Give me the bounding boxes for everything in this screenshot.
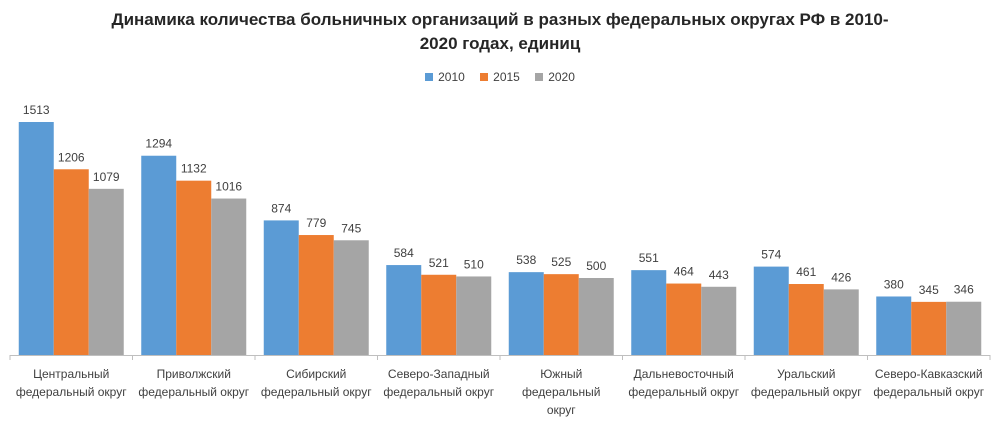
category-label-5-line-1: федеральный округ <box>628 385 739 399</box>
legend-item-2020: 2020 <box>535 70 575 84</box>
bar-2010-7 <box>876 296 912 355</box>
bar-2015-0 <box>53 169 89 355</box>
data-label-2015-2: 779 <box>306 216 326 230</box>
data-label-2010-3: 584 <box>394 246 414 260</box>
data-label-2015-7: 345 <box>919 283 939 297</box>
legend: 2010 2015 2020 <box>0 70 1000 84</box>
chart-title-line-1: Динамика количества больничных организац… <box>111 10 889 29</box>
data-label-2020-4: 500 <box>586 259 606 273</box>
bar-2010-1 <box>141 155 177 355</box>
bar-2010-2 <box>263 220 299 355</box>
category-label-0-line-1: федеральный округ <box>16 385 127 399</box>
category-label-2-line-0: Сибирский <box>286 367 346 381</box>
category-label-6-line-1: федеральный округ <box>751 385 862 399</box>
bar-2015-3 <box>421 274 457 355</box>
legend-item-2015: 2015 <box>480 70 520 84</box>
data-label-2010-4: 538 <box>516 253 536 267</box>
bar-2015-7 <box>911 301 947 355</box>
category-label-3-line-0: Северо-Западный <box>388 367 490 381</box>
data-label-2020-6: 426 <box>831 270 851 284</box>
bar-2010-4 <box>508 272 544 355</box>
legend-swatch-2015 <box>480 73 489 81</box>
category-label-0-line-0: Центральный <box>33 367 109 381</box>
bar-2020-2 <box>333 240 369 355</box>
legend-label-2020: 2020 <box>548 70 575 84</box>
bar-2020-3 <box>456 276 492 355</box>
bar-2015-6 <box>788 284 824 355</box>
category-label-1-line-0: Приволжский <box>157 367 231 381</box>
data-label-2010-5: 551 <box>639 251 659 265</box>
data-label-2010-1: 1294 <box>145 137 172 151</box>
legend-label-2010: 2010 <box>438 70 465 84</box>
data-label-2020-1: 1016 <box>215 180 242 194</box>
bar-2020-5 <box>701 286 737 355</box>
bar-2015-5 <box>666 283 702 355</box>
legend-label-2015: 2015 <box>493 70 520 84</box>
data-label-2020-7: 346 <box>954 283 974 297</box>
category-label-3-line-1: федеральный округ <box>383 385 494 399</box>
bar-2010-3 <box>386 265 422 355</box>
legend-item-2010: 2010 <box>425 70 465 84</box>
data-label-2015-5: 464 <box>674 265 694 279</box>
chart-title: Динамика количества больничных организац… <box>60 8 940 56</box>
data-label-2020-2: 745 <box>341 221 361 235</box>
data-label-2010-6: 574 <box>761 248 781 262</box>
data-label-2020-3: 510 <box>464 257 484 271</box>
category-label-1-line-1: федеральный округ <box>138 385 249 399</box>
bar-2020-1 <box>211 198 247 355</box>
bar-2010-0 <box>18 122 54 355</box>
data-label-2020-0: 1079 <box>93 170 120 184</box>
data-label-2010-2: 874 <box>271 201 291 215</box>
category-label-7-line-0: Северо-Кавказский <box>875 367 983 381</box>
category-label-5-line-0: Дальневосточный <box>634 367 734 381</box>
bar-2020-0 <box>88 188 124 355</box>
category-label-4-line-1: федеральный <box>522 385 601 399</box>
legend-swatch-2020 <box>535 73 544 81</box>
bar-2020-4 <box>578 278 614 355</box>
category-label-4-line-2: округ <box>547 403 576 417</box>
bar-2010-6 <box>753 266 789 355</box>
category-label-4-line-0: Южный <box>540 367 582 381</box>
bar-2020-6 <box>823 289 859 355</box>
data-label-2010-7: 380 <box>884 277 904 291</box>
data-label-2015-4: 525 <box>551 255 571 269</box>
legend-swatch-2010 <box>425 73 434 81</box>
data-label-2015-1: 1132 <box>181 162 207 176</box>
data-label-2015-3: 521 <box>429 256 449 270</box>
data-label-2010-0: 1513 <box>23 103 50 117</box>
bar-2015-2 <box>298 235 334 355</box>
category-label-7-line-1: федеральный округ <box>873 385 984 399</box>
bar-2010-5 <box>631 270 667 355</box>
category-label-2-line-1: федеральный округ <box>261 385 372 399</box>
bar-2015-4 <box>543 274 579 355</box>
data-label-2015-6: 461 <box>796 265 816 279</box>
chart-title-line-2: 2020 годах, единиц <box>419 34 581 53</box>
data-label-2020-5: 443 <box>709 268 729 282</box>
data-label-2015-0: 1206 <box>58 150 85 164</box>
bar-2015-1 <box>176 180 212 355</box>
category-label-6-line-0: Уральский <box>777 367 835 381</box>
bar-2020-7 <box>946 301 982 355</box>
